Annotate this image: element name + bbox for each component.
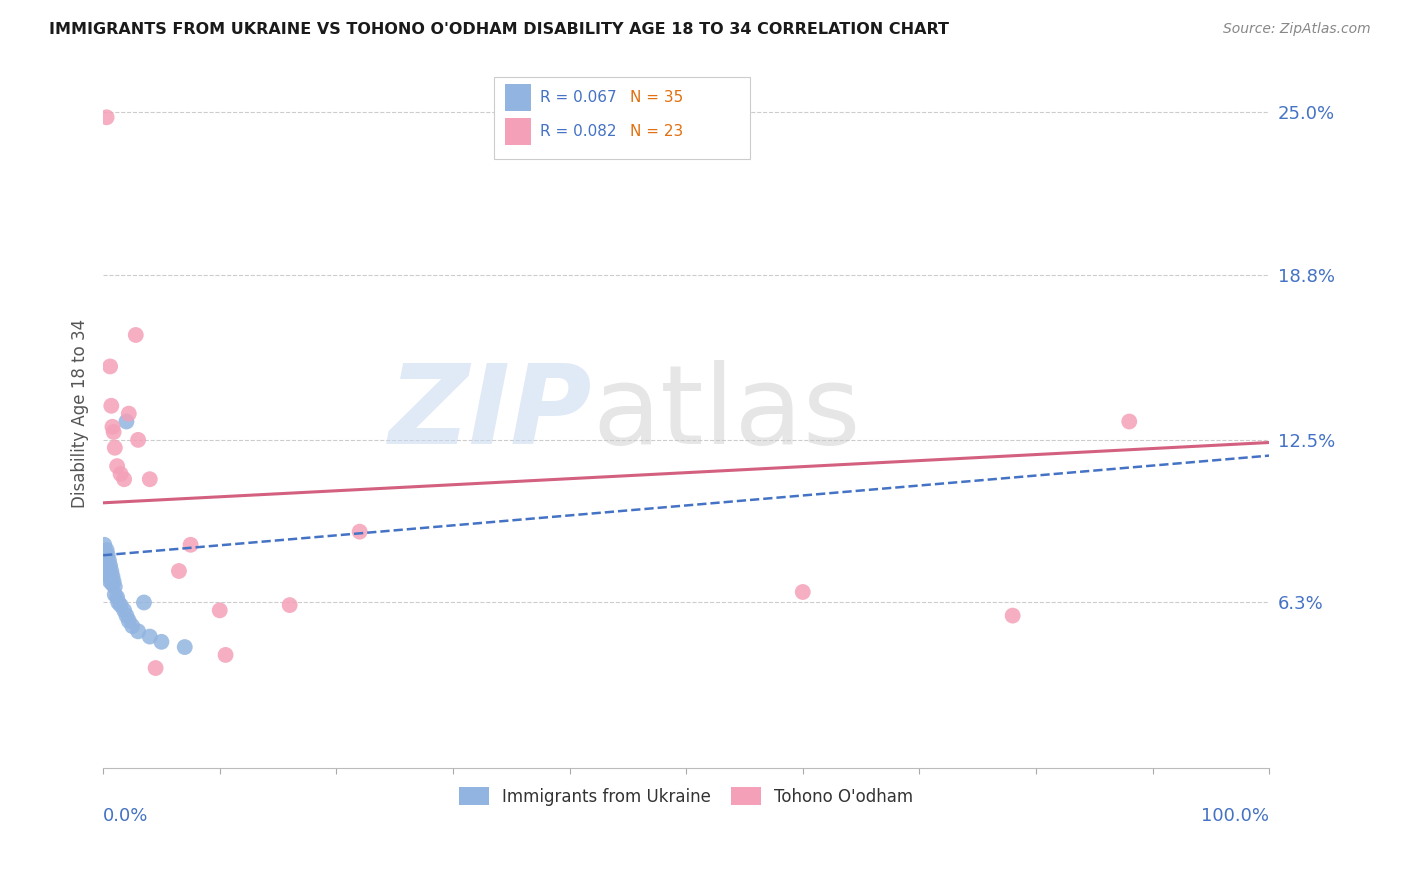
Point — [110, 467, 132, 481]
Point — [103, 574, 125, 589]
Point — [118, 614, 141, 628]
Bar — [505, 119, 531, 145]
Point — [132, 595, 155, 609]
Point — [104, 580, 127, 594]
Text: ZIP: ZIP — [389, 360, 593, 467]
Point — [96, 543, 118, 558]
Point — [127, 433, 149, 447]
Point — [139, 630, 162, 644]
Point — [97, 553, 120, 567]
Point — [121, 619, 143, 633]
Point — [105, 591, 128, 605]
Text: atlas: atlas — [593, 360, 862, 467]
Text: N = 23: N = 23 — [630, 124, 683, 139]
Text: N = 35: N = 35 — [630, 90, 683, 105]
Point — [115, 415, 138, 429]
Point — [98, 566, 121, 581]
Point — [139, 472, 162, 486]
Point — [115, 608, 138, 623]
Point — [100, 399, 122, 413]
Point — [103, 425, 125, 439]
Text: IMMIGRANTS FROM UKRAINE VS TOHONO O'ODHAM DISABILITY AGE 18 TO 34 CORRELATION CH: IMMIGRANTS FROM UKRAINE VS TOHONO O'ODHA… — [49, 22, 949, 37]
Point — [105, 459, 128, 474]
Point — [104, 441, 127, 455]
Bar — [505, 85, 531, 112]
Point — [96, 558, 118, 573]
Point — [1001, 608, 1024, 623]
Point — [127, 624, 149, 639]
Point — [98, 558, 121, 573]
Point — [94, 546, 117, 560]
Point — [97, 556, 120, 570]
Point — [101, 569, 124, 583]
Point — [167, 564, 190, 578]
Text: 100.0%: 100.0% — [1201, 806, 1270, 824]
Point — [104, 588, 127, 602]
Point — [107, 595, 129, 609]
Point — [278, 598, 301, 612]
Point — [1118, 415, 1140, 429]
Bar — [494, 78, 751, 159]
Point — [97, 564, 120, 578]
Point — [96, 550, 118, 565]
Point — [100, 564, 122, 578]
Point — [112, 472, 135, 486]
Point — [349, 524, 371, 539]
Point — [96, 110, 118, 124]
Point — [101, 419, 124, 434]
Point — [173, 640, 195, 654]
Text: R = 0.067: R = 0.067 — [540, 90, 617, 105]
Text: 0.0%: 0.0% — [103, 806, 149, 824]
Point — [97, 569, 120, 583]
Point — [145, 661, 167, 675]
Legend: Immigrants from Ukraine, Tohono O'odham: Immigrants from Ukraine, Tohono O'odham — [453, 780, 920, 813]
Point — [101, 577, 124, 591]
Point — [125, 328, 148, 343]
Point — [180, 538, 202, 552]
Point — [97, 561, 120, 575]
Point — [98, 574, 121, 589]
Point — [97, 549, 120, 563]
Point — [93, 538, 115, 552]
Point — [208, 603, 231, 617]
Point — [112, 603, 135, 617]
Point — [110, 598, 132, 612]
Point — [98, 359, 121, 374]
Point — [150, 635, 173, 649]
Point — [792, 585, 814, 599]
Text: Source: ZipAtlas.com: Source: ZipAtlas.com — [1223, 22, 1371, 37]
Point — [118, 407, 141, 421]
Point — [214, 648, 236, 662]
Text: R = 0.082: R = 0.082 — [540, 124, 617, 139]
Point — [94, 553, 117, 567]
Y-axis label: Disability Age 18 to 34: Disability Age 18 to 34 — [72, 319, 89, 508]
Point — [100, 572, 122, 586]
